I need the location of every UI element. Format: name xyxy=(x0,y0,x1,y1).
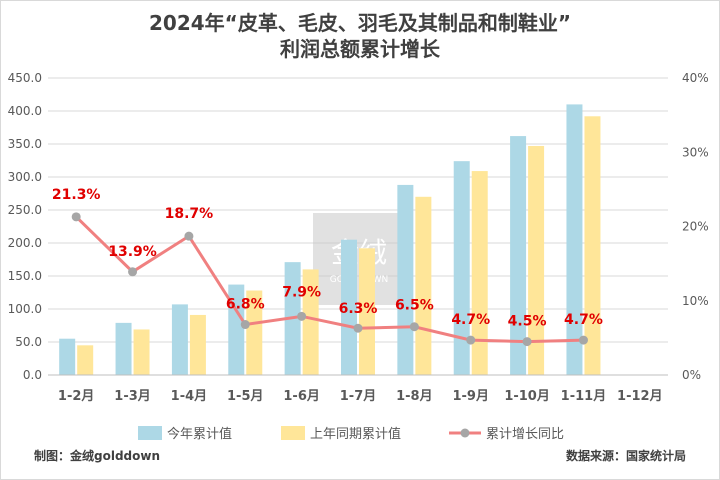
legend-label-growth: 累计增长同比 xyxy=(486,427,564,442)
growth-data-label: 4.5% xyxy=(508,314,547,330)
x-tick-label: 1-4月 xyxy=(171,389,208,404)
bar-current-year xyxy=(171,304,188,375)
bar-last-year xyxy=(584,116,601,375)
bar-current-year xyxy=(566,104,583,376)
bar-current-year xyxy=(341,239,357,375)
x-tick-label: 1-2月 xyxy=(58,389,95,404)
x-tick-label: 1-7月 xyxy=(340,389,377,404)
legend: 今年累计值 上年同期累计值 累计增长同比 xyxy=(138,426,564,442)
bars xyxy=(59,104,601,376)
x-tick-label: 1-11月 xyxy=(561,389,607,404)
bar-last-year xyxy=(246,290,263,375)
x-tick-label: 1-6月 xyxy=(283,389,320,404)
x-tick-label: 1-3月 xyxy=(114,389,151,404)
y-tick-label: 200.0 xyxy=(8,236,42,250)
growth-point xyxy=(466,335,476,345)
growth-data-label: 18.7% xyxy=(165,206,214,222)
chart-title-line2: 利润总额累计增长 xyxy=(280,37,440,61)
growth-data-label: 7.9% xyxy=(282,284,321,300)
growth-point xyxy=(128,267,138,277)
legend-label-last: 上年同期累计值 xyxy=(310,426,401,442)
chart-title: 2024年“皮革、毛皮、羽毛及其制品和制鞋业” 利润总额累计增长 xyxy=(0,10,720,62)
growth-point xyxy=(522,337,532,347)
bar-current-year xyxy=(115,322,132,375)
y2-tick-label: 20% xyxy=(682,220,709,234)
footer-source: 数据来源：国家统计局 xyxy=(565,449,686,463)
footer-credit: 制图：金绒golddown xyxy=(34,449,161,463)
bar-last-year xyxy=(528,145,545,375)
growth-point xyxy=(409,322,419,332)
growth-point xyxy=(297,311,307,321)
y2-tick-label: 10% xyxy=(682,294,709,308)
bar-last-year xyxy=(359,248,375,375)
y-tick-label: 50.0 xyxy=(15,335,42,349)
y-tick-label: 150.0 xyxy=(8,269,42,283)
legend-swatch-last xyxy=(281,426,305,440)
x-tick-label: 1-8月 xyxy=(396,389,433,404)
growth-line-path xyxy=(75,215,584,344)
x-tick-label: 1-12月 xyxy=(617,389,663,404)
growth-data-label: 4.7% xyxy=(564,312,603,328)
growth-point xyxy=(71,212,81,222)
bar-last-year xyxy=(77,345,94,375)
growth-point xyxy=(353,323,363,333)
y-tick-label: 0.0 xyxy=(23,368,42,382)
data-labels: 21.3% 13.9% 18.7% 6.8% 7.9% 6.3% 6.5% 4.7% 4.5% 4… xyxy=(52,187,603,330)
growth-point xyxy=(184,231,194,241)
y2-tick-label: 0% xyxy=(682,368,701,382)
y2-tick-label: 30% xyxy=(682,145,709,159)
bar-last-year xyxy=(415,196,432,375)
y-tick-label: 450.0 xyxy=(8,71,42,85)
x-tick-label: 1-9月 xyxy=(452,389,489,404)
growth-data-label: 4.7% xyxy=(451,312,490,328)
bar-last-year xyxy=(471,171,488,375)
x-tick-label: 1-5月 xyxy=(227,389,264,404)
y-tick-label: 350.0 xyxy=(8,137,42,151)
bar-last-year xyxy=(302,269,319,375)
x-tick-label: 1-10月 xyxy=(504,389,550,404)
axes: 0.0 50.0 100.0 150.0 200.0 250.0 300.0 350.0 400… xyxy=(8,71,709,404)
bar-current-year xyxy=(510,136,527,375)
growth-data-label: 21.3% xyxy=(52,187,101,203)
growth-data-label: 6.5% xyxy=(395,298,434,314)
bar-current-year xyxy=(59,338,76,375)
bar-last-year xyxy=(133,329,150,375)
growth-data-label: 13.9% xyxy=(108,244,157,260)
y-tick-label: 100.0 xyxy=(8,302,42,316)
y-tick-label: 250.0 xyxy=(8,203,42,217)
growth-data-label: 6.8% xyxy=(226,297,265,313)
legend-label-current: 今年累计值 xyxy=(167,426,232,442)
y-tick-label: 400.0 xyxy=(8,104,42,118)
legend-marker-growth xyxy=(460,428,470,438)
bar-current-year xyxy=(228,284,245,375)
bar-last-year xyxy=(189,314,206,375)
chart-title-line1: 2024年“皮革、毛皮、羽毛及其制品和制鞋业” xyxy=(149,11,571,35)
y-tick-label: 300.0 xyxy=(8,170,42,184)
legend-swatch-current xyxy=(138,426,162,440)
bar-current-year xyxy=(397,184,414,375)
growth-point xyxy=(578,335,588,345)
growth-line xyxy=(71,212,588,347)
growth-point xyxy=(240,320,250,330)
bar-current-year xyxy=(453,161,470,375)
y2-tick-label: 40% xyxy=(682,71,709,85)
growth-data-label: 6.3% xyxy=(339,301,378,317)
